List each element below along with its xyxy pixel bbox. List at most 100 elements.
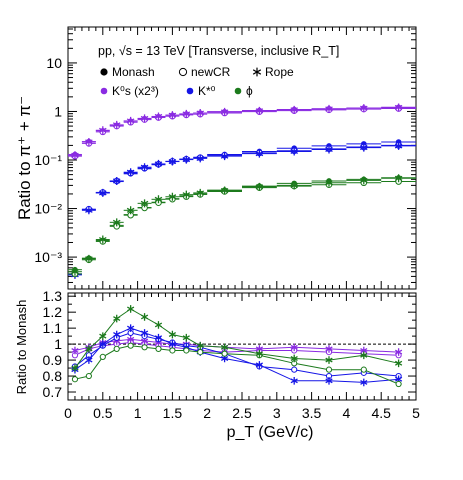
data-point [126, 116, 135, 125]
data-point [85, 356, 93, 364]
x-axis-title: p_T (GeV/c) [227, 424, 314, 441]
series-line [74, 332, 399, 377]
legend-label-monash: Monash [112, 65, 155, 79]
data-point [325, 356, 333, 364]
data-point [290, 181, 298, 190]
data-point [85, 137, 93, 146]
data-point [99, 353, 106, 360]
y-tick-label: 1 [54, 103, 62, 119]
x-tick-label: 2.5 [232, 405, 252, 421]
data-point [155, 345, 162, 352]
data-point [140, 313, 149, 321]
data-point [99, 332, 107, 340]
y-tick-label: 0.7 [43, 384, 63, 400]
data-point [71, 267, 79, 276]
data-point [360, 351, 368, 360]
legend-filled-circle-icon [100, 68, 108, 76]
data-point [127, 342, 134, 349]
data-point [290, 354, 298, 363]
series-line [74, 338, 399, 353]
data-point [154, 195, 163, 204]
data-point [196, 109, 205, 118]
y-tick-label: 10⁻² [34, 201, 62, 217]
data-point [290, 377, 298, 385]
legend-particles: K⁰s (x2³) K*⁰ ϕ [100, 84, 253, 98]
data-point [140, 163, 149, 172]
y-tick-label: 0.9 [43, 352, 63, 368]
data-point [220, 152, 229, 161]
data-point [360, 366, 367, 373]
legend-kstar-marker-icon [186, 87, 194, 95]
series-line [74, 327, 399, 383]
data-point [140, 199, 149, 208]
legend-label-kstar: K*⁰ [198, 84, 216, 98]
x-tick-label: 0 [64, 405, 72, 421]
data-point [183, 347, 190, 354]
data-point [325, 145, 333, 154]
data-point [127, 305, 135, 313]
data-point [360, 143, 368, 152]
data-point [325, 178, 333, 187]
x-tick-label: 0.5 [93, 405, 113, 421]
data-point [168, 340, 177, 348]
x-tick-label: 3.5 [302, 405, 322, 421]
data-point [196, 188, 205, 197]
data-point [99, 126, 107, 135]
data-point [255, 149, 264, 158]
data-point [182, 190, 191, 199]
data-point [168, 330, 177, 339]
data-point [325, 366, 333, 373]
legend-models: Monash newCR Rope [100, 65, 294, 79]
data-point [394, 103, 403, 112]
data-point [154, 159, 163, 168]
data-point [112, 120, 121, 129]
data-point [220, 107, 229, 116]
y-tick-label: 1.1 [43, 320, 63, 336]
data-point [85, 372, 92, 380]
data-point [255, 349, 264, 358]
legend-star-icon [252, 67, 262, 77]
data-point [71, 364, 79, 372]
series-line [74, 308, 399, 369]
data-point [154, 321, 163, 329]
top-axis-ticks: 10⁻³ 10⁻² 10⁻¹ 1 10 [34, 27, 417, 289]
y-tick-label: 0.8 [43, 368, 63, 384]
data-point [290, 105, 298, 114]
data-point [394, 348, 403, 356]
data-point [154, 333, 163, 342]
data-point [325, 345, 333, 353]
data-point [127, 335, 135, 344]
data-point [255, 361, 264, 369]
legend-label-newcr: newCR [191, 65, 231, 79]
data-point [168, 192, 177, 201]
data-point [99, 235, 107, 244]
data-point [394, 141, 403, 150]
data-point [85, 345, 93, 353]
data-point [196, 341, 204, 350]
data-point [394, 174, 403, 183]
data-point [325, 377, 333, 385]
data-point [360, 378, 368, 387]
data-point [360, 176, 368, 185]
y-tick-label: 10⁻³ [34, 249, 62, 265]
data-point [255, 182, 264, 191]
top-data-marks [68, 103, 416, 279]
data-point [127, 324, 135, 332]
data-point [113, 330, 121, 339]
legend-label-k0s: K⁰s (x2³) [112, 84, 159, 98]
y-tick-label: 1 [54, 336, 62, 352]
data-point [360, 104, 368, 113]
y-tick-label: 1.2 [43, 304, 63, 320]
data-point [85, 254, 93, 263]
legend-label-rope: Rope [265, 65, 294, 79]
x-tick-label: 5 [412, 405, 420, 421]
bottom-y-axis-title: Ratio to Monash [14, 300, 29, 395]
star-glyph [252, 67, 262, 77]
top-y-axis-title: Ratio to π⁺ + π⁻ [15, 96, 34, 220]
data-point [169, 347, 176, 354]
data-point [182, 155, 191, 164]
data-point [182, 333, 190, 342]
data-point [182, 109, 191, 118]
data-point [112, 176, 121, 185]
bottom-axis-ticks: 0.70.80.911.11.21.30 0.5 1 1.5 2 2.5 3 3.5 4 4.5 5 [43, 288, 421, 421]
